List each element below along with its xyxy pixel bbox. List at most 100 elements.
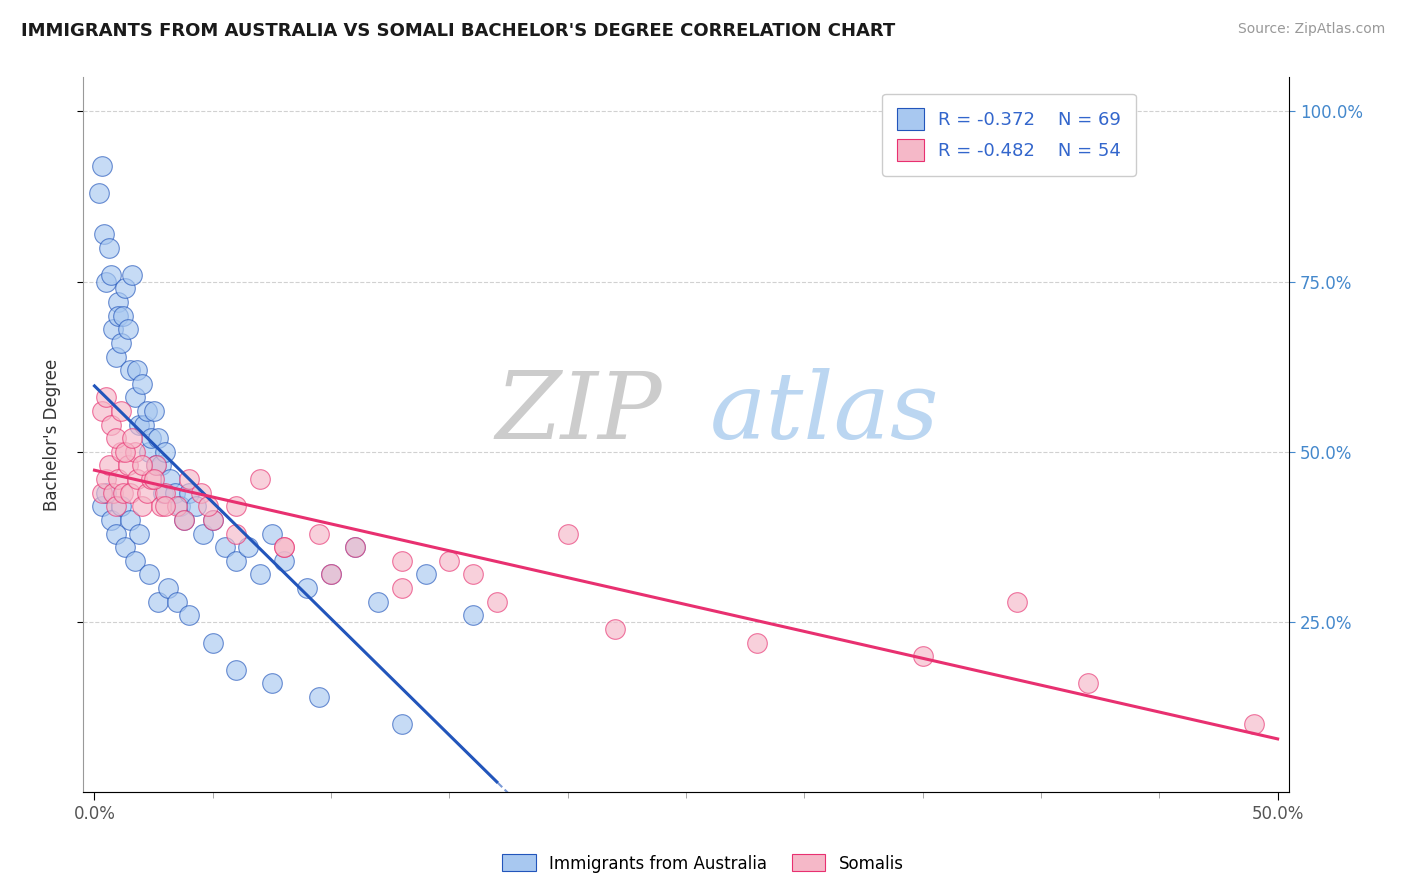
Point [1077, 676, 1099, 690]
Point [260, 676, 283, 690]
Point [225, 526, 247, 541]
Point [121, 268, 143, 282]
Point [104, 431, 127, 445]
Point [107, 295, 129, 310]
Point [166, 500, 188, 514]
Point [100, 417, 122, 432]
Point [97, 241, 120, 255]
Point [121, 431, 143, 445]
Point [173, 513, 195, 527]
Point [141, 431, 163, 445]
Point [603, 622, 626, 636]
Point [96, 391, 118, 405]
Point [142, 404, 165, 418]
Point [343, 540, 366, 554]
Point [179, 485, 201, 500]
Point [128, 526, 150, 541]
Point [391, 717, 413, 731]
Legend: Immigrants from Australia, Somalis: Immigrants from Australia, Somalis [496, 847, 910, 880]
Point [461, 567, 484, 582]
Point [135, 485, 157, 500]
Point [148, 595, 170, 609]
Point [1243, 717, 1265, 731]
Point [201, 635, 224, 649]
Point [103, 322, 125, 336]
Point [485, 595, 508, 609]
Point [110, 445, 132, 459]
Point [155, 445, 177, 459]
Point [96, 275, 118, 289]
Point [135, 404, 157, 418]
Point [110, 404, 132, 418]
Point [118, 363, 141, 377]
Point [367, 595, 389, 609]
Text: ZIP: ZIP [495, 368, 662, 458]
Point [238, 540, 260, 554]
Point [93, 227, 115, 241]
Point [169, 500, 191, 514]
Point [193, 526, 215, 541]
Point [90, 159, 112, 173]
Point [163, 485, 186, 500]
Point [273, 554, 295, 568]
Point [145, 458, 167, 473]
Y-axis label: Bachelor's Degree: Bachelor's Degree [44, 359, 60, 511]
Point [128, 417, 150, 432]
Point [134, 417, 156, 432]
Point [156, 581, 179, 595]
Point [319, 567, 342, 582]
Point [155, 485, 177, 500]
Point [103, 485, 125, 500]
Point [111, 309, 134, 323]
Point [138, 567, 160, 582]
Point [297, 581, 319, 595]
Point [225, 554, 247, 568]
Point [273, 540, 295, 554]
Point [308, 690, 330, 704]
Point [225, 663, 247, 677]
Point [96, 485, 118, 500]
Point [100, 513, 122, 527]
Point [107, 309, 129, 323]
Point [179, 608, 201, 623]
Point [97, 458, 120, 473]
Point [186, 500, 208, 514]
Point [179, 472, 201, 486]
Point [152, 485, 174, 500]
Point [197, 500, 219, 514]
Point [118, 485, 141, 500]
Point [90, 500, 112, 514]
Point [1007, 595, 1029, 609]
Point [145, 458, 167, 473]
Point [138, 445, 160, 459]
Point [557, 526, 579, 541]
Point [745, 635, 768, 649]
Point [100, 268, 122, 282]
Point [114, 281, 136, 295]
Point [117, 322, 139, 336]
Point [124, 554, 146, 568]
Point [190, 485, 212, 500]
Point [111, 485, 134, 500]
Point [141, 472, 163, 486]
Point [104, 350, 127, 364]
Point [124, 391, 146, 405]
Point [201, 513, 224, 527]
Point [439, 554, 461, 568]
Point [104, 500, 127, 514]
Point [142, 472, 165, 486]
Point [110, 335, 132, 350]
Point [155, 500, 177, 514]
Point [260, 526, 283, 541]
Point [96, 472, 118, 486]
Point [319, 567, 342, 582]
Point [131, 376, 153, 391]
Point [104, 526, 127, 541]
Point [343, 540, 366, 554]
Text: atlas: atlas [710, 368, 939, 458]
Point [90, 404, 112, 418]
Point [90, 485, 112, 500]
Point [124, 445, 146, 459]
Point [110, 500, 132, 514]
Text: IMMIGRANTS FROM AUSTRALIA VS SOMALI BACHELOR'S DEGREE CORRELATION CHART: IMMIGRANTS FROM AUSTRALIA VS SOMALI BACH… [21, 22, 896, 40]
